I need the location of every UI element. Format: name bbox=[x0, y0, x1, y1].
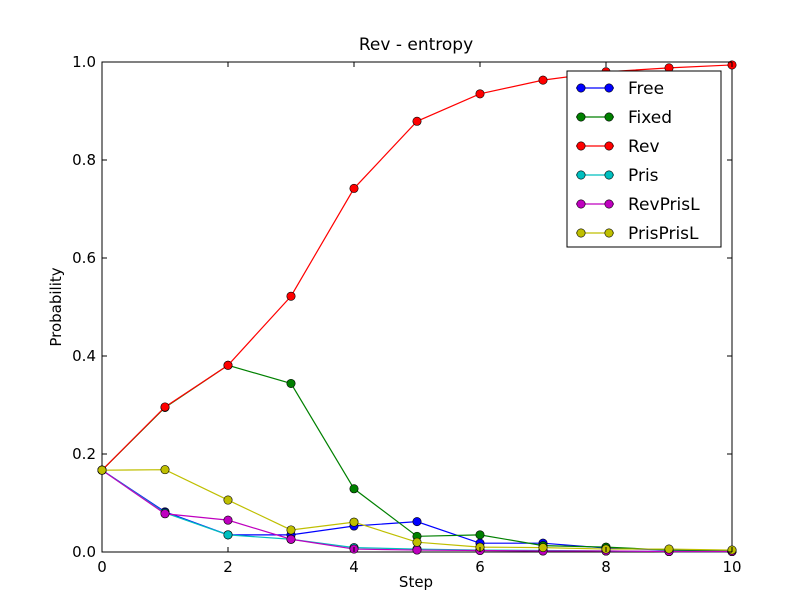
data-point-rev bbox=[286, 291, 296, 301]
legend-label: PrisPrisL bbox=[628, 224, 699, 244]
legend-marker bbox=[576, 199, 586, 209]
x-tick-label: 2 bbox=[223, 558, 233, 576]
legend-label: RevPrisL bbox=[628, 195, 700, 215]
data-point-prisprisl bbox=[286, 525, 296, 535]
data-point-prisprisl bbox=[538, 543, 548, 553]
data-point-fixed bbox=[349, 484, 359, 494]
chart-title: Rev - entropy bbox=[359, 35, 473, 55]
x-tick-label: 4 bbox=[349, 558, 359, 576]
legend-marker bbox=[604, 112, 614, 122]
y-tick-label: 0.8 bbox=[72, 151, 96, 169]
legend-item-fixed: Fixed bbox=[576, 108, 672, 128]
data-point-rev bbox=[412, 116, 422, 126]
data-point-fixed bbox=[475, 530, 485, 540]
legend-marker bbox=[604, 83, 614, 93]
legend-marker bbox=[604, 141, 614, 151]
legend-item-revprisl: RevPrisL bbox=[576, 195, 700, 215]
y-tick-label: 1.0 bbox=[72, 53, 96, 71]
legend: Free Fixed Rev Pris RevPrisL PrisPrisL bbox=[566, 70, 722, 248]
legend-label: Fixed bbox=[628, 108, 672, 128]
legend-item-prisprisl: PrisPrisL bbox=[576, 224, 699, 244]
data-point-prisprisl bbox=[160, 465, 170, 475]
data-point-prisprisl bbox=[223, 495, 233, 505]
data-point-rev bbox=[475, 89, 485, 99]
legend-marker bbox=[604, 228, 614, 238]
legend-item-rev: Rev bbox=[576, 137, 660, 157]
legend-frame bbox=[566, 70, 722, 248]
legend-item-pris: Pris bbox=[576, 166, 659, 186]
x-axis-label: Step bbox=[399, 573, 433, 591]
data-point-revprisl bbox=[412, 545, 422, 555]
x-tick-label: 6 bbox=[475, 558, 485, 576]
data-point-prisprisl bbox=[412, 537, 422, 547]
series-layer bbox=[97, 60, 737, 557]
data-point-revprisl bbox=[286, 534, 296, 544]
data-point-revprisl bbox=[160, 509, 170, 519]
legend-marker bbox=[604, 170, 614, 180]
legend-marker bbox=[576, 112, 586, 122]
y-tick-label: 0.0 bbox=[72, 543, 96, 561]
data-point-pris bbox=[223, 530, 233, 540]
data-point-rev bbox=[160, 402, 170, 412]
x-tick-label: 10 bbox=[722, 558, 741, 576]
data-point-rev bbox=[223, 360, 233, 370]
legend-marker bbox=[604, 199, 614, 209]
data-point-fixed bbox=[286, 378, 296, 388]
legend-marker bbox=[576, 228, 586, 238]
legend-label: Pris bbox=[628, 166, 659, 186]
x-tick-label: 8 bbox=[601, 558, 611, 576]
legend-marker bbox=[576, 170, 586, 180]
legend-label: Rev bbox=[628, 137, 660, 157]
y-tick-label: 0.6 bbox=[72, 249, 96, 267]
legend-marker bbox=[576, 83, 586, 93]
data-point-free bbox=[412, 517, 422, 527]
y-tick-label: 0.2 bbox=[72, 445, 96, 463]
data-point-rev bbox=[538, 75, 548, 85]
y-axis-label: Probability bbox=[47, 267, 65, 346]
legend-item-free: Free bbox=[576, 79, 664, 99]
data-point-rev bbox=[349, 183, 359, 193]
data-point-prisprisl bbox=[349, 517, 359, 527]
y-tick-label: 0.4 bbox=[72, 347, 96, 365]
data-point-revprisl bbox=[223, 515, 233, 525]
data-point-prisprisl bbox=[664, 544, 674, 554]
legend-label: Free bbox=[628, 79, 664, 99]
data-point-prisprisl bbox=[97, 465, 107, 475]
x-tick-label: 0 bbox=[97, 558, 107, 576]
tick-layer: 0 2 4 6 8 10 0.0 0.2 0.4 0.6 0.8 1.0 bbox=[72, 53, 741, 576]
legend-marker bbox=[576, 141, 586, 151]
